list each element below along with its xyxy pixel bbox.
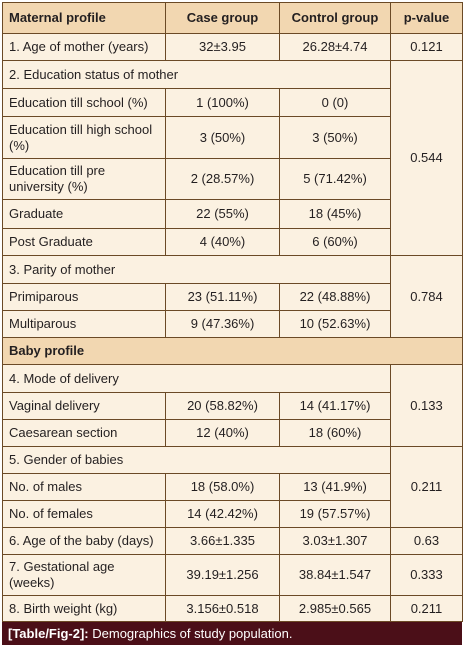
control-value: 2.985±0.565 <box>279 595 391 622</box>
header-maternal-profile: Maternal profile <box>2 2 166 34</box>
header-control-group: Control group <box>279 2 391 34</box>
table-row: Education till high school (%) 3 (50%) 3… <box>2 116 463 159</box>
control-value: 13 (41.9%) <box>279 473 391 501</box>
table-row: Post Graduate 4 (40%) 6 (60%) <box>2 228 463 256</box>
control-value: 22 (48.88%) <box>279 283 391 311</box>
table-row: 1. Age of mother (years) 32±3.95 26.28±4… <box>2 33 463 61</box>
table-row: Caesarean section 12 (40%) 18 (60%) <box>2 419 463 447</box>
p-value: 0.211 <box>390 595 463 622</box>
control-value: 0 (0) <box>279 88 391 117</box>
case-value: 20 (58.82%) <box>165 392 280 420</box>
case-value: 9 (47.36%) <box>165 310 280 338</box>
case-value: 23 (51.11%) <box>165 283 280 311</box>
row-label: 1. Age of mother (years) <box>2 33 166 61</box>
header-p-value: p-value <box>390 2 463 34</box>
caption-text: Demographics of study population. <box>88 626 293 641</box>
row-label: Vaginal delivery <box>2 392 166 420</box>
row-label: 8. Birth weight (kg) <box>2 595 166 622</box>
row-label: Caesarean section <box>2 419 166 447</box>
section-row: 5. Gender of babies 0.211 <box>2 446 463 528</box>
case-value: 3.156±0.518 <box>165 595 280 622</box>
table-row: 6. Age of the baby (days) 3.66±1.335 3.0… <box>2 527 463 555</box>
p-value: 0.133 <box>390 364 463 447</box>
table-row: Primiparous 23 (51.11%) 22 (48.88%) <box>2 283 463 311</box>
table-caption: [Table/Fig-2]: Demographics of study pop… <box>2 622 462 645</box>
case-value: 12 (40%) <box>165 419 280 447</box>
row-label: No. of males <box>2 473 166 501</box>
row-label: Education till pre university (%) <box>2 158 166 200</box>
control-value: 5 (71.42%) <box>279 158 391 200</box>
row-label: Post Graduate <box>2 228 166 256</box>
table-row: Education till pre university (%) 2 (28.… <box>2 158 463 200</box>
section-row: 3. Parity of mother 0.784 <box>2 255 463 338</box>
baby-profile-heading: Baby profile <box>2 337 463 365</box>
table-row: No. of females 14 (42.42%) 19 (57.57%) <box>2 500 463 528</box>
table-row: 8. Birth weight (kg) 3.156±0.518 2.985±0… <box>2 595 463 622</box>
case-value: 14 (42.42%) <box>165 500 280 528</box>
case-value: 32±3.95 <box>165 33 280 61</box>
baby-profile-row: Baby profile <box>2 337 463 365</box>
section-row: 2. Education status of mother 0.544 <box>2 60 463 256</box>
control-value: 19 (57.57%) <box>279 500 391 528</box>
p-value: 0.63 <box>390 527 463 555</box>
case-value: 3 (50%) <box>165 116 280 159</box>
control-value: 38.84±1.547 <box>279 554 391 596</box>
case-value: 39.19±1.256 <box>165 554 280 596</box>
p-value: 0.211 <box>390 446 463 528</box>
control-value: 26.28±4.74 <box>279 33 391 61</box>
p-value: 0.333 <box>390 554 463 596</box>
control-value: 3.03±1.307 <box>279 527 391 555</box>
case-value: 22 (55%) <box>165 199 280 229</box>
table-header-row: Maternal profile Case group Control grou… <box>2 2 463 34</box>
row-label: Multiparous <box>2 310 166 338</box>
case-value: 18 (58.0%) <box>165 473 280 501</box>
header-case-group: Case group <box>165 2 280 34</box>
section-row: 4. Mode of delivery 0.133 <box>2 364 463 447</box>
control-value: 18 (60%) <box>279 419 391 447</box>
row-label: No. of females <box>2 500 166 528</box>
row-label: 7. Gestational age (weeks) <box>2 554 166 596</box>
case-value: 2 (28.57%) <box>165 158 280 200</box>
p-value: 0.544 <box>390 60 463 256</box>
caption-label: [Table/Fig-2]: <box>8 626 89 641</box>
section-label: 3. Parity of mother <box>2 255 391 284</box>
control-value: 18 (45%) <box>279 199 391 229</box>
row-label: Education till school (%) <box>2 88 166 117</box>
case-value: 3.66±1.335 <box>165 527 280 555</box>
control-value: 3 (50%) <box>279 116 391 159</box>
section-label: 5. Gender of babies <box>2 446 391 474</box>
case-value: 4 (40%) <box>165 228 280 256</box>
demographics-table: Maternal profile Case group Control grou… <box>2 2 463 622</box>
control-value: 14 (41.17%) <box>279 392 391 420</box>
table-row: Multiparous 9 (47.36%) 10 (52.63%) <box>2 310 463 338</box>
control-value: 6 (60%) <box>279 228 391 256</box>
p-value: 0.784 <box>390 255 463 338</box>
control-value: 10 (52.63%) <box>279 310 391 338</box>
row-label: Primiparous <box>2 283 166 311</box>
table-row: Education till school (%) 1 (100%) 0 (0) <box>2 88 463 117</box>
section-label: 2. Education status of mother <box>2 60 391 89</box>
row-label: Graduate <box>2 199 166 229</box>
row-label: Education till high school (%) <box>2 116 166 159</box>
table-row: No. of males 18 (58.0%) 13 (41.9%) <box>2 473 463 501</box>
section-label: 4. Mode of delivery <box>2 364 391 393</box>
row-label: 6. Age of the baby (days) <box>2 527 166 555</box>
table-row: 7. Gestational age (weeks) 39.19±1.256 3… <box>2 554 463 596</box>
case-value: 1 (100%) <box>165 88 280 117</box>
p-value: 0.121 <box>390 33 463 61</box>
